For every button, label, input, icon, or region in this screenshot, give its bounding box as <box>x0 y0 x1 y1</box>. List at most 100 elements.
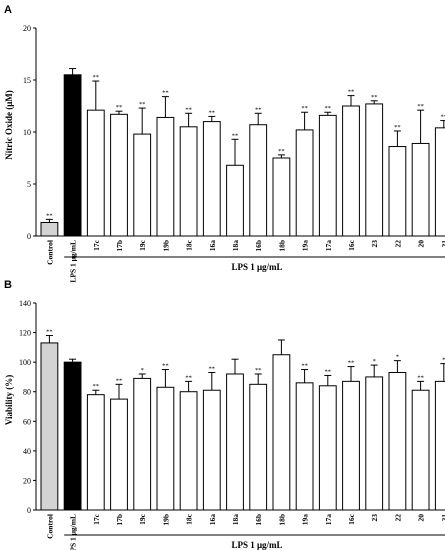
bar <box>110 398 128 511</box>
chart-panel-b: B Viability (%) LPS 1 μg/mL 0 20 40 60 80 100… <box>4 279 445 550</box>
significance-label: ** <box>325 368 332 375</box>
y-tick-label: 0 <box>27 232 31 241</box>
category-label: 17c <box>92 513 101 525</box>
significance-label: ** <box>255 367 262 374</box>
category-label: 16b <box>254 514 263 526</box>
category-label: 17b <box>115 514 124 526</box>
panel-a-x-group-label: LPS 1 μg/mL <box>231 262 282 272</box>
significance-label: * <box>141 367 144 374</box>
significance-label: ** <box>301 363 308 370</box>
category-label: 18c <box>185 513 194 525</box>
significance-label: * <box>442 357 445 364</box>
bar <box>202 121 221 237</box>
bar <box>295 382 314 511</box>
bar <box>342 380 360 511</box>
significance-label: ** <box>371 94 378 101</box>
y-tick-label: 20 <box>23 24 31 33</box>
category-label: 16c <box>347 239 356 251</box>
bar <box>411 142 430 237</box>
bar <box>63 74 82 237</box>
y-tick-label: 40 <box>23 447 31 456</box>
category-label: 19b <box>161 514 170 526</box>
bar <box>365 103 384 237</box>
panel-b-y-axis-label: Viability (%) <box>4 375 14 425</box>
significance-label: ** <box>162 363 169 370</box>
y-tick-label: 20 <box>23 476 31 485</box>
category-label: 17a <box>324 240 333 252</box>
bar <box>86 109 105 237</box>
significance-label: ** <box>255 106 262 113</box>
bar <box>110 113 128 237</box>
category-label: 16b <box>254 240 263 252</box>
bar <box>179 126 198 237</box>
significance-label: ** <box>209 365 216 372</box>
y-tick-label: 120 <box>19 329 31 338</box>
bar <box>226 164 244 237</box>
category-label: 16a <box>208 240 217 252</box>
significance-label: ** <box>301 105 308 112</box>
bar <box>86 394 105 511</box>
category-label: 22 <box>393 240 402 248</box>
bar <box>156 386 175 511</box>
category-label: 16c <box>347 513 356 525</box>
category-label: 16a <box>208 514 217 526</box>
bar <box>133 377 152 511</box>
panel-a-y-axis-label: Nitric Oxide (μM) <box>4 90 14 160</box>
category-label: LPS 1 μg/mL <box>69 514 78 550</box>
bar <box>434 127 445 237</box>
chart-panel-a: A Nitric Oxide (μM) LPS 1 μg/mL 0 5 10 15 20… <box>4 4 445 283</box>
category-label: 18b <box>277 514 286 526</box>
bar <box>249 383 268 511</box>
significance-label: ** <box>394 124 401 131</box>
y-tick-label: 10 <box>23 128 31 137</box>
significance-label: ** <box>116 377 123 384</box>
significance-label: ** <box>93 383 100 390</box>
panel-a-letter: A <box>4 4 12 16</box>
category-label: Control <box>45 240 54 265</box>
category-label: 20 <box>417 240 426 248</box>
significance-label: ** <box>185 374 192 381</box>
bar <box>318 114 337 237</box>
bar <box>133 133 152 237</box>
bar <box>411 389 430 511</box>
bar <box>202 389 221 511</box>
bar <box>342 105 360 237</box>
significance-label: ** <box>325 105 332 112</box>
bar <box>226 373 244 511</box>
category-label: Control <box>45 514 54 539</box>
bar <box>318 385 337 511</box>
category-label: 20 <box>417 514 426 522</box>
category-label: 17b <box>115 240 124 252</box>
category-label: 18c <box>185 239 194 251</box>
category-label: 19c <box>138 513 147 525</box>
y-tick-label: 60 <box>23 417 31 426</box>
bar <box>63 361 82 511</box>
significance-label: ** <box>116 104 123 111</box>
bar <box>156 116 175 237</box>
category-label: 19b <box>161 240 170 252</box>
category-label: 21 <box>440 514 445 522</box>
bar <box>179 391 198 511</box>
category-label: 18a <box>231 514 240 526</box>
category-label: 18b <box>277 240 286 252</box>
significance-label: ** <box>162 90 169 97</box>
category-label: 23 <box>370 240 379 248</box>
significance-label: ** <box>93 74 100 81</box>
category-label: LPS 1 μg/mL <box>69 240 78 283</box>
significance-label: * <box>373 358 376 365</box>
bar <box>272 157 291 237</box>
bar <box>434 380 445 511</box>
panel-b-x-group-label: LPS 1 μg/mL <box>231 540 282 550</box>
significance-label: ** <box>46 212 53 219</box>
bar <box>295 129 314 237</box>
y-tick-label: 5 <box>27 180 31 189</box>
category-label: 19a <box>301 240 310 252</box>
significance-label: * <box>396 354 399 361</box>
category-label: 19c <box>138 239 147 251</box>
category-label: 18a <box>231 240 240 252</box>
significance-label: ** <box>185 106 192 113</box>
bar <box>40 342 59 511</box>
significance-label: ** <box>417 103 424 110</box>
significance-label: ** <box>348 360 355 367</box>
